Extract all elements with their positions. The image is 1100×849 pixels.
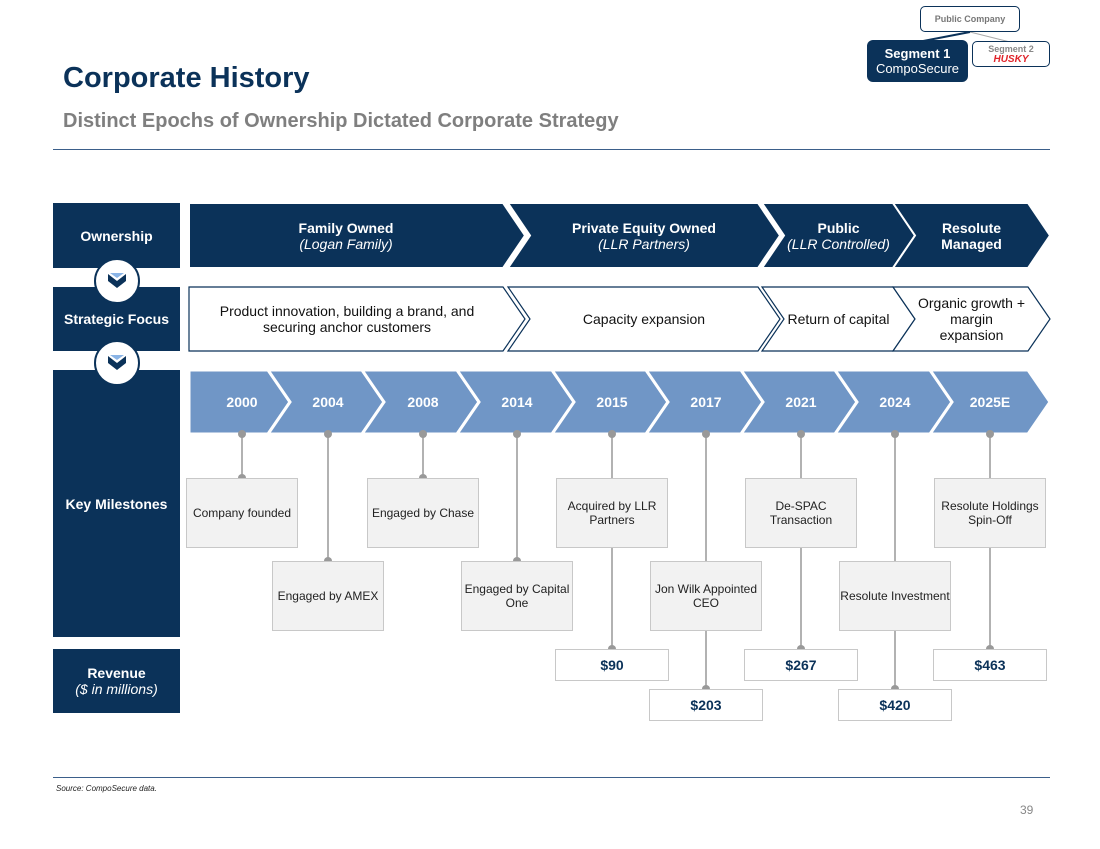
page-title: Corporate History — [63, 62, 310, 94]
connector-dot — [797, 430, 805, 438]
connector-dot — [702, 430, 710, 438]
connector-dot — [986, 645, 994, 653]
connector-dot — [797, 645, 805, 653]
connector-dot — [891, 685, 899, 693]
row-label-revenue: Revenue ($ in millions) — [53, 649, 180, 713]
page-subtitle: Distinct Epochs of Ownership Dictated Co… — [63, 110, 619, 132]
ownership-chevron — [891, 202, 1052, 269]
strategic-chevron — [760, 286, 916, 352]
ownership-chevron — [506, 202, 782, 269]
segment-1-logo: Segment 1 CompoSecure — [867, 40, 968, 82]
composecure-logo: CompoSecure — [875, 61, 960, 76]
connector-dot — [238, 474, 246, 482]
header-divider — [53, 149, 1050, 150]
strategic-chevron — [891, 286, 1051, 352]
connector-dot — [986, 430, 994, 438]
row-label-ownership: Ownership — [53, 203, 180, 268]
row-label-key-milestones: Key Milestones — [53, 370, 180, 637]
chevron-down-icon — [94, 340, 140, 386]
husky-logo: HUSKY — [993, 53, 1029, 65]
revenue-unit: ($ in millions) — [75, 681, 158, 697]
connector-dot — [324, 430, 332, 438]
revenue-label: Revenue — [87, 665, 146, 681]
segment-1-label: Segment 1 — [884, 46, 951, 61]
chevron-down-icon — [94, 258, 140, 304]
connector-dot — [513, 430, 521, 438]
connector-dot — [324, 557, 332, 565]
public-company-logo-box: Public Company — [920, 6, 1020, 32]
segment-2-logo: Segment 2 HUSKY — [972, 41, 1050, 67]
strategic-chevron — [188, 286, 526, 352]
connector-dot — [608, 430, 616, 438]
connector-dot — [238, 430, 246, 438]
connector-dot — [891, 430, 899, 438]
timeline-year-chevron — [927, 368, 1052, 436]
page-number: 39 — [1020, 803, 1034, 817]
connector-dot — [702, 685, 710, 693]
ownership-chevron — [760, 202, 917, 269]
footer-divider — [53, 777, 1050, 778]
segment-2-label: Segment 2 — [988, 43, 1034, 54]
connector-dot — [419, 474, 427, 482]
connector-dot — [513, 557, 521, 565]
connector-dot — [419, 430, 427, 438]
ownership-chevron — [188, 202, 527, 269]
source-note: Source: CompoSecure data. — [56, 784, 157, 793]
strategic-chevron — [506, 286, 781, 352]
connector-dot — [608, 645, 616, 653]
